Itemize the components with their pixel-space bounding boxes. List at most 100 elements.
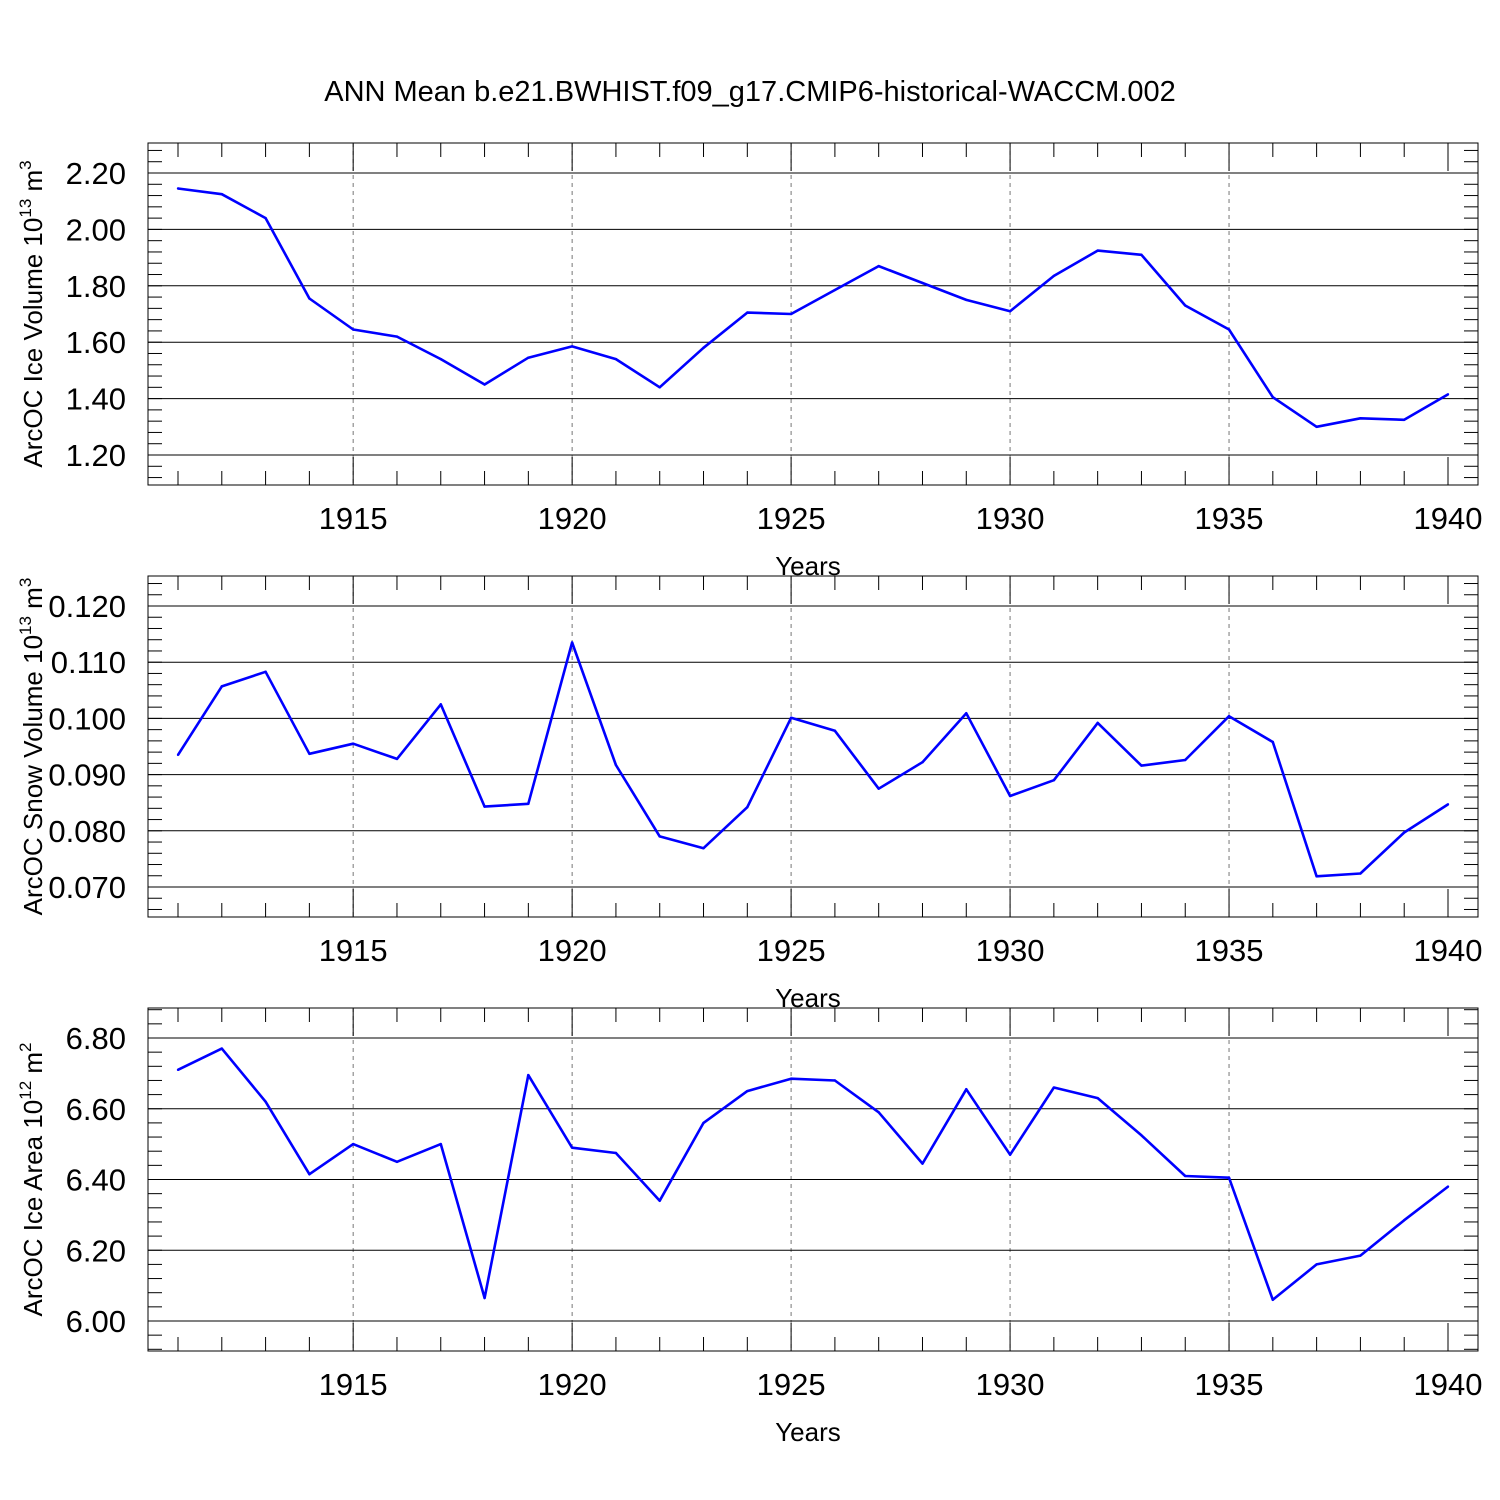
- data-point: [1271, 395, 1275, 399]
- data-point: [1403, 831, 1406, 834]
- data-point: [1227, 714, 1231, 718]
- data-point: [1140, 1134, 1143, 1137]
- x-tick-label: 1920: [538, 1367, 607, 1402]
- data-point: [351, 328, 355, 331]
- data-point: [702, 1121, 705, 1125]
- data-point: [833, 288, 837, 292]
- data-point: [1096, 1096, 1099, 1100]
- x-tick-label: 1940: [1414, 501, 1483, 536]
- data-point: [965, 298, 968, 302]
- data-point: [702, 847, 705, 850]
- x-tick-label: 1935: [1195, 501, 1264, 536]
- x-axis-label: Years: [775, 1417, 841, 1447]
- x-tick-label: 1925: [757, 933, 826, 968]
- data-point: [658, 386, 661, 389]
- data-point: [220, 1047, 223, 1050]
- data-point: [702, 346, 705, 350]
- data-point: [395, 335, 399, 338]
- data-point: [1227, 1176, 1231, 1179]
- data-point: [746, 1089, 749, 1093]
- data-point: [1008, 1153, 1012, 1156]
- data-point: [176, 187, 180, 190]
- data-point: [833, 1079, 837, 1082]
- data-point: [1184, 758, 1187, 762]
- data-point: [176, 1068, 180, 1072]
- data-point: [789, 1077, 793, 1080]
- data-point: [1008, 309, 1012, 313]
- x-tick-label: 1935: [1195, 933, 1264, 968]
- y-tick-label: 0.100: [48, 701, 126, 736]
- x-tick-label: 1920: [538, 501, 607, 536]
- data-point: [527, 356, 530, 359]
- data-point: [1096, 721, 1099, 725]
- y-axis-label-unit: m: [18, 1052, 48, 1081]
- y-axis-label-unit_sup: 2: [16, 1042, 35, 1051]
- data-point: [1008, 794, 1012, 798]
- data-point: [1403, 1218, 1406, 1222]
- x-tick-label: 1940: [1414, 1367, 1483, 1402]
- data-point: [264, 670, 267, 673]
- data-point: [1271, 740, 1275, 744]
- data-point: [308, 1172, 311, 1176]
- data-point: [877, 264, 880, 268]
- data-point: [1184, 1174, 1187, 1178]
- y-tick-label: 6.60: [66, 1092, 126, 1127]
- y-axis-label-text: ArcOC Ice Volume 10: [18, 218, 48, 468]
- chart-title: ANN Mean b.e21.BWHIST.f09_g17.CMIP6-hist…: [324, 76, 1176, 108]
- data-point: [1446, 803, 1450, 806]
- plot-frame: [147, 142, 1479, 486]
- data-point: [351, 742, 355, 745]
- data-point: [483, 805, 486, 808]
- data-point: [877, 1111, 880, 1114]
- data-point: [264, 1100, 267, 1103]
- data-point: [351, 1142, 355, 1146]
- data-point: [658, 1199, 661, 1202]
- data-point: [527, 1073, 530, 1077]
- data-point: [1052, 274, 1056, 278]
- data-point: [1096, 249, 1099, 252]
- y-axis-label-sup: 13: [16, 199, 35, 218]
- data-point: [1140, 764, 1143, 767]
- data-point: [220, 192, 223, 196]
- data-point: [570, 641, 574, 644]
- y-axis-label-text: ArcOC Snow Volume 10: [18, 635, 48, 915]
- y-tick-label: 0.090: [48, 758, 126, 793]
- data-point: [614, 357, 618, 361]
- x-tick-label: 1940: [1414, 933, 1483, 968]
- data-point: [965, 1088, 968, 1091]
- data-point: [439, 1142, 442, 1146]
- data-point: [527, 802, 530, 806]
- data-point: [1359, 872, 1362, 875]
- x-tick-label: 1915: [319, 1367, 388, 1402]
- data-point: [833, 729, 837, 732]
- y-axis-label: ArcOC Snow Volume 1013 m3: [16, 578, 48, 916]
- data-point: [1315, 1263, 1318, 1266]
- data-point: [570, 1146, 574, 1149]
- y-axis-label-text: ArcOC Ice Area 10: [18, 1100, 48, 1317]
- data-point: [658, 835, 661, 838]
- data-point: [921, 761, 924, 764]
- series-line: [176, 641, 1449, 878]
- x-tick-label: 1920: [538, 933, 607, 968]
- y-tick-label: 0.110: [51, 645, 126, 680]
- data-point: [439, 357, 442, 361]
- x-tick-label: 1915: [319, 501, 388, 536]
- panel-ice-volume: 1.20 1.40 1.60 1.80 2.00 2.20 1915 1920 1925 1930…: [16, 142, 1483, 581]
- data-point: [308, 297, 311, 300]
- data-point: [1359, 417, 1362, 420]
- y-tick-label: 6.20: [66, 1233, 126, 1268]
- x-tick-label: 1930: [976, 933, 1045, 968]
- data-point: [921, 281, 924, 285]
- data-point: [746, 311, 749, 314]
- data-point: [264, 216, 267, 220]
- data-point: [395, 757, 399, 761]
- data-point: [789, 716, 793, 720]
- data-point: [746, 805, 749, 809]
- data-point: [614, 1151, 618, 1155]
- y-tick-label: 1.80: [66, 269, 126, 304]
- data-point: [877, 787, 880, 790]
- series-line: [177, 187, 1449, 429]
- data-point: [308, 752, 311, 756]
- data-point: [1446, 393, 1450, 396]
